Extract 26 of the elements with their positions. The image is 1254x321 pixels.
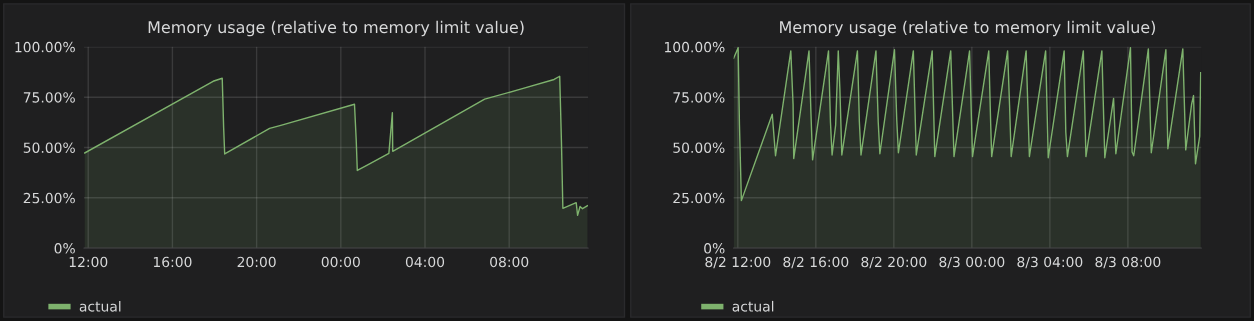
y-tick-label: 75.00%: [673, 92, 725, 103]
y-tick-label: 100.00%: [664, 41, 725, 53]
y-tick-label: 50.00%: [23, 142, 75, 153]
y-tick-label: 25.00%: [673, 192, 725, 204]
x-tick-label: 8/3 08:00: [1095, 256, 1161, 269]
chart-title: Memory usage (relative to memory limit value): [148, 20, 524, 37]
x-tick-label: 8/3 04:00: [1017, 256, 1083, 269]
y-tick-label: 100.00%: [15, 41, 75, 53]
x-tick-label: 8/2 12:00: [705, 256, 771, 269]
y-tick-label: 25.00%: [23, 192, 75, 204]
x-tick-label: 04:00: [405, 256, 445, 268]
y-tick-label: 0%: [704, 243, 725, 254]
x-tick-label: 00:00: [321, 256, 360, 268]
x-tick-label: 08:00: [490, 256, 529, 268]
x-tick-label: 20:00: [237, 256, 276, 268]
legend-label: actual: [732, 300, 774, 312]
x-tick-label: 16:00: [153, 256, 192, 268]
y-tick-label: 50.00%: [673, 142, 725, 153]
chart-title: Memory usage (relative to memory limit value): [780, 20, 1156, 37]
x-tick-label: 8/2 20:00: [861, 256, 927, 269]
y-tick-label: 75.00%: [23, 92, 75, 103]
y-tick-label: 0%: [54, 243, 75, 254]
legend-label: actual: [79, 300, 121, 312]
x-tick-label: 8/2 16:00: [783, 256, 849, 269]
x-tick-label: 8/3 00:00: [939, 256, 1005, 269]
x-tick-label: 12:00: [69, 256, 108, 268]
